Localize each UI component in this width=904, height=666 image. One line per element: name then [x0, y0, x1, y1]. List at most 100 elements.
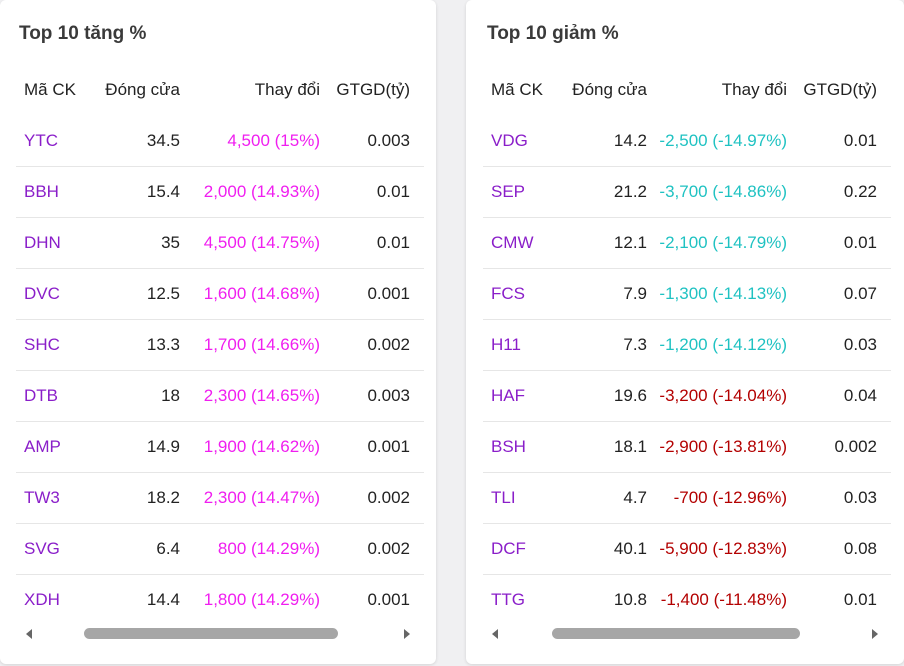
stock-code-link[interactable]: FCS	[483, 268, 561, 320]
price-change-cell: 2,300 (14.65%)	[180, 370, 320, 422]
close-price-cell: 4.7	[561, 472, 647, 524]
close-price-cell: 34.5	[94, 116, 180, 167]
table-row[interactable]: HAF 19.6 -3,200 (-14.04%) 0.04	[483, 370, 891, 422]
stock-code-link[interactable]: SEP	[483, 166, 561, 218]
close-price-cell: 10.8	[613, 590, 647, 609]
close-price-cell: 35	[94, 217, 180, 269]
stock-code-link[interactable]: H11	[483, 319, 561, 371]
scroll-thumb[interactable]	[552, 628, 800, 639]
trade-value-cell: 0.003	[320, 370, 424, 422]
price-change-cell: 4,500 (14.75%)	[180, 217, 320, 269]
close-price-cell: 18	[94, 370, 180, 422]
price-change-cell: 800 (14.29%)	[180, 523, 320, 575]
price-change-cell: 2,000 (14.93%)	[180, 166, 320, 218]
table-row[interactable]: YTC 34.5 4,500 (15%) 0.003	[16, 116, 424, 167]
table-row[interactable]: H11 7.3 -1,200 (-14.12%) 0.03	[483, 319, 891, 371]
column-header-code[interactable]: Mã CK	[491, 80, 543, 99]
price-change-cell: -2,100 (-14.79%)	[647, 217, 787, 269]
column-header-change[interactable]: Thay đổi	[721, 80, 787, 99]
close-price-cell: 19.6	[561, 370, 647, 422]
price-change-cell: -2,500 (-14.97%)	[647, 116, 787, 167]
column-header-value[interactable]: GTGD(tỷ)	[803, 80, 877, 99]
column-header-code[interactable]: Mã CK	[24, 80, 76, 99]
trade-value-cell: 0.04	[787, 370, 891, 422]
trade-value-cell: 0.002	[320, 523, 424, 575]
price-change-cell: -2,900 (-13.81%)	[647, 421, 787, 473]
table-row[interactable]: BSH 18.1 -2,900 (-13.81%) 0.002	[483, 421, 891, 473]
stock-code-link[interactable]: TW3	[16, 472, 94, 524]
gainers-table-body: YTC 34.5 4,500 (15%) 0.003 BBH 15.4 2,000 (14.…	[16, 116, 424, 625]
close-price-cell: 18.1	[561, 421, 647, 473]
table-row[interactable]: VDG 14.2 -2,500 (-14.97%) 0.01	[483, 116, 891, 167]
close-price-cell: 12.5	[94, 268, 180, 320]
table-row[interactable]: TTG 10.8 -1,400 (-11.48%) 0.01	[483, 575, 891, 626]
stock-code-link[interactable]: SHC	[16, 319, 94, 371]
scroll-thumb[interactable]	[84, 628, 338, 639]
table-row[interactable]: DCF 40.1 -5,900 (-12.83%) 0.08	[483, 523, 891, 575]
column-header-close[interactable]: Đóng cửa	[572, 80, 647, 99]
price-change-cell: -3,200 (-14.04%)	[647, 370, 787, 422]
stock-code-link[interactable]: DTB	[16, 370, 94, 422]
table-row[interactable]: XDH 14.4 1,800 (14.29%) 0.001	[16, 575, 424, 626]
trade-value-cell: 0.01	[787, 116, 891, 167]
stock-code-link[interactable]: SVG	[16, 523, 94, 575]
stock-code-link[interactable]: AMP	[16, 421, 94, 473]
scroll-right-arrow-icon[interactable]	[872, 629, 878, 639]
stock-code-link[interactable]: DVC	[16, 268, 94, 320]
price-change-cell: 1,600 (14.68%)	[180, 268, 320, 320]
stock-code-link[interactable]: XDH	[24, 590, 60, 609]
top-gainers-panel: Top 10 tăng % Mã CK Đóng cửa Thay đổi GT…	[0, 0, 436, 664]
table-row[interactable]: BBH 15.4 2,000 (14.93%) 0.01	[16, 166, 424, 218]
scroll-track[interactable]	[508, 628, 862, 640]
horizontal-scrollbar[interactable]	[488, 624, 882, 644]
scroll-right-arrow-icon[interactable]	[404, 629, 410, 639]
table-row[interactable]: AMP 14.9 1,900 (14.62%) 0.001	[16, 421, 424, 473]
scroll-left-arrow-icon[interactable]	[26, 629, 32, 639]
stock-code-link[interactable]: DCF	[483, 523, 561, 575]
table-row[interactable]: DTB 18 2,300 (14.65%) 0.003	[16, 370, 424, 422]
price-change-cell: -700 (-12.96%)	[647, 472, 787, 524]
price-change-cell: -1,300 (-14.13%)	[647, 268, 787, 320]
table-row[interactable]: TLI 4.7 -700 (-12.96%) 0.03	[483, 472, 891, 524]
table-row[interactable]: DVC 12.5 1,600 (14.68%) 0.001	[16, 268, 424, 320]
trade-value-cell: 0.01	[787, 217, 891, 269]
scroll-left-arrow-icon[interactable]	[492, 629, 498, 639]
price-change-cell: -5,900 (-12.83%)	[647, 523, 787, 575]
table-row[interactable]: SVG 6.4 800 (14.29%) 0.002	[16, 523, 424, 575]
stock-code-link[interactable]: CMW	[483, 217, 561, 269]
trade-value-cell: 0.001	[320, 421, 424, 473]
stock-code-link[interactable]: DHN	[16, 217, 94, 269]
table-row[interactable]: FCS 7.9 -1,300 (-14.13%) 0.07	[483, 268, 891, 320]
horizontal-scrollbar[interactable]	[22, 624, 414, 644]
trade-value-cell: 0.001	[320, 268, 424, 320]
table-row[interactable]: SHC 13.3 1,700 (14.66%) 0.002	[16, 319, 424, 371]
price-change-cell: 2,300 (14.47%)	[180, 472, 320, 524]
close-price-cell: 12.1	[561, 217, 647, 269]
stock-code-link[interactable]: TTG	[491, 590, 525, 609]
table-row[interactable]: TW3 18.2 2,300 (14.47%) 0.002	[16, 472, 424, 524]
table-row[interactable]: CMW 12.1 -2,100 (-14.79%) 0.01	[483, 217, 891, 269]
stock-code-link[interactable]: HAF	[483, 370, 561, 422]
panel-title: Top 10 giảm %	[487, 23, 619, 44]
column-header-value[interactable]: GTGD(tỷ)	[336, 80, 410, 99]
top-losers-panel: Top 10 giảm % Mã CK Đóng cửa Thay đổi GT…	[466, 0, 904, 664]
stock-code-link[interactable]: BBH	[16, 166, 94, 218]
price-change-cell: 1,700 (14.66%)	[180, 319, 320, 371]
trade-value-cell: 0.08	[787, 523, 891, 575]
table-row[interactable]: SEP 21.2 -3,700 (-14.86%) 0.22	[483, 166, 891, 218]
trade-value-cell: 0.01	[320, 217, 424, 269]
trade-value-cell: 0.01	[320, 166, 424, 218]
close-price-cell: 15.4	[94, 166, 180, 218]
column-header-change[interactable]: Thay đổi	[254, 80, 320, 99]
panel-title: Top 10 tăng %	[19, 23, 147, 44]
stock-code-link[interactable]: VDG	[483, 116, 561, 167]
column-header-close[interactable]: Đóng cửa	[105, 80, 180, 99]
trade-value-cell: 0.03	[787, 472, 891, 524]
stock-code-link[interactable]: BSH	[483, 421, 561, 473]
table-row[interactable]: DHN 35 4,500 (14.75%) 0.01	[16, 217, 424, 269]
stock-code-link[interactable]: YTC	[16, 116, 94, 167]
price-change-cell: 4,500 (15%)	[180, 116, 320, 167]
price-change-cell: 1,800 (14.29%)	[203, 590, 320, 609]
stock-code-link[interactable]: TLI	[483, 472, 561, 524]
scroll-track[interactable]	[42, 628, 394, 640]
